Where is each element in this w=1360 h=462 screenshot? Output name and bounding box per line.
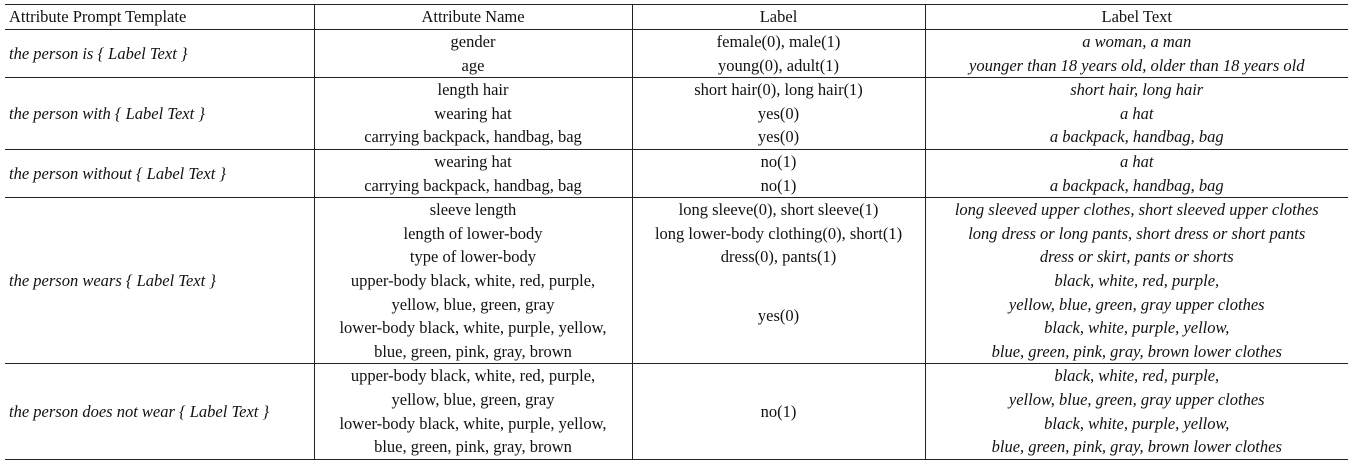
labels: no(1): [631, 363, 925, 460]
header-attribute-name: Attribute Name: [313, 4, 632, 30]
header-row: Attribute Prompt Template Attribute Name…: [5, 4, 1348, 30]
label-text: yellow, blue, green, gray upper clothes: [1008, 294, 1265, 314]
label-value: long lower-body clothing(0), short(1): [654, 223, 903, 243]
label-text: younger than 18 years old, older than 18…: [969, 55, 1305, 75]
labels: long sleeve(0), short sleeve(1) long low…: [631, 197, 925, 365]
header-label: Label: [631, 4, 925, 30]
label-texts: long sleeved upper clothes, short sleeve…: [924, 197, 1348, 365]
attribute-name: upper-body black, white, red, purple,: [350, 366, 596, 386]
label-value: no(1): [760, 175, 797, 195]
label-value: no(1): [760, 151, 797, 171]
label-text: blue, green, pink, gray, brown lower clo…: [991, 341, 1282, 361]
attribute-names: length hair wearing hat carrying backpac…: [313, 77, 632, 150]
attribute-name: wearing hat: [434, 103, 512, 123]
attribute-names: gender age: [313, 29, 632, 79]
attribute-names: sleeve length length of lower-body type …: [313, 197, 632, 365]
attribute-name: sleeve length: [429, 200, 517, 220]
prompt-template: the person without { Label Text }: [5, 149, 314, 199]
group-with: the person with { Label Text } length ha…: [5, 77, 1348, 150]
label-text: a hat: [1120, 103, 1154, 123]
label-text: a woman, a man: [1082, 32, 1192, 51]
label-texts: a hat a backpack, handbag, bag: [924, 149, 1348, 199]
attribute-name: blue, green, pink, gray, brown: [374, 341, 572, 361]
label-texts: black, white, red, purple, yellow, blue,…: [924, 363, 1348, 460]
label-text: black, white, purple, yellow,: [1044, 318, 1230, 338]
attribute-name: length hair: [437, 80, 509, 100]
label-value: short hair(0), long hair(1): [694, 80, 863, 100]
label-text: yellow, blue, green, gray upper clothes: [1008, 389, 1265, 409]
label-texts: short hair, long hair a hat a backpack, …: [924, 77, 1348, 150]
header-label-text: Label Text: [924, 4, 1348, 30]
label-value: no(1): [760, 401, 797, 421]
attribute-prompt-table: Attribute Prompt Template Attribute Name…: [5, 4, 1348, 460]
label-text: short hair, long hair: [1070, 80, 1204, 100]
prompt-template: the person is { Label Text }: [5, 29, 314, 79]
table-row: the person wears { Label Text } sleeve l…: [5, 197, 1348, 365]
labels: no(1) no(1): [631, 149, 925, 199]
label-value: female(0), male(1): [716, 32, 841, 51]
table-row: the person with { Label Text } length ha…: [5, 77, 1348, 150]
label-value: dress(0), pants(1): [720, 247, 837, 267]
group-without: the person without { Label Text } wearin…: [5, 149, 1348, 199]
label-text: blue, green, pink, gray, brown lower clo…: [991, 437, 1282, 457]
attribute-name: lower-body black, white, purple, yellow,: [339, 318, 607, 338]
attribute-name: length of lower-body: [403, 223, 543, 243]
attribute-names: wearing hat carrying backpack, handbag, …: [313, 149, 632, 199]
attribute-name: age: [461, 55, 485, 75]
label-text: black, white, red, purple,: [1054, 270, 1220, 290]
header-template: Attribute Prompt Template: [5, 4, 314, 30]
group-is: the person is { Label Text } gender age …: [5, 29, 1348, 79]
label-value: yes(0): [757, 127, 800, 147]
table-row: the person is { Label Text } gender age …: [5, 29, 1348, 79]
label-texts: a woman, a man younger than 18 years old…: [924, 29, 1348, 79]
table-row: the person without { Label Text } wearin…: [5, 149, 1348, 199]
prompt-template: the person wears { Label Text }: [5, 197, 314, 365]
attribute-name: lower-body black, white, purple, yellow,: [339, 413, 607, 433]
labels: female(0), male(1) young(0), adult(1): [631, 29, 925, 79]
label-text: a backpack, handbag, bag: [1049, 127, 1224, 147]
attribute-names: upper-body black, white, red, purple, ye…: [313, 363, 632, 460]
prompt-template: the person with { Label Text }: [5, 77, 314, 150]
attribute-name: yellow, blue, green, gray: [391, 294, 555, 314]
attribute-name: upper-body black, white, red, purple,: [350, 270, 596, 290]
label-value: long sleeve(0), short sleeve(1): [678, 200, 879, 220]
table-container: Attribute Prompt Template Attribute Name…: [5, 4, 1348, 460]
label-text: dress or skirt, pants or shorts: [1039, 247, 1234, 267]
label-text: black, white, red, purple,: [1054, 366, 1220, 386]
label-text: long dress or long pants, short dress or…: [968, 223, 1306, 243]
label-value: yes(0): [757, 103, 800, 123]
group-does-not-wear: the person does not wear { Label Text } …: [5, 363, 1348, 460]
attribute-name: carrying backpack, handbag, bag: [364, 175, 582, 195]
labels: short hair(0), long hair(1) yes(0) yes(0…: [631, 77, 925, 150]
attribute-name: type of lower-body: [409, 247, 537, 267]
attribute-name: gender: [450, 32, 496, 51]
label-text: long sleeved upper clothes, short sleeve…: [954, 200, 1319, 220]
prompt-template: the person does not wear { Label Text }: [5, 363, 314, 460]
table-row: the person does not wear { Label Text } …: [5, 363, 1348, 460]
attribute-name: carrying backpack, handbag, bag: [364, 127, 582, 147]
attribute-name: wearing hat: [434, 151, 512, 171]
label-value: yes(0): [757, 305, 800, 325]
label-text: black, white, purple, yellow,: [1044, 413, 1230, 433]
label-text: a hat: [1120, 151, 1154, 171]
label-value: young(0), adult(1): [718, 55, 839, 75]
table-header: Attribute Prompt Template Attribute Name…: [5, 4, 1348, 30]
group-wears: the person wears { Label Text } sleeve l…: [5, 197, 1348, 365]
label-text: a backpack, handbag, bag: [1049, 175, 1224, 195]
attribute-name: yellow, blue, green, gray: [391, 389, 555, 409]
attribute-name: blue, green, pink, gray, brown: [374, 437, 572, 457]
